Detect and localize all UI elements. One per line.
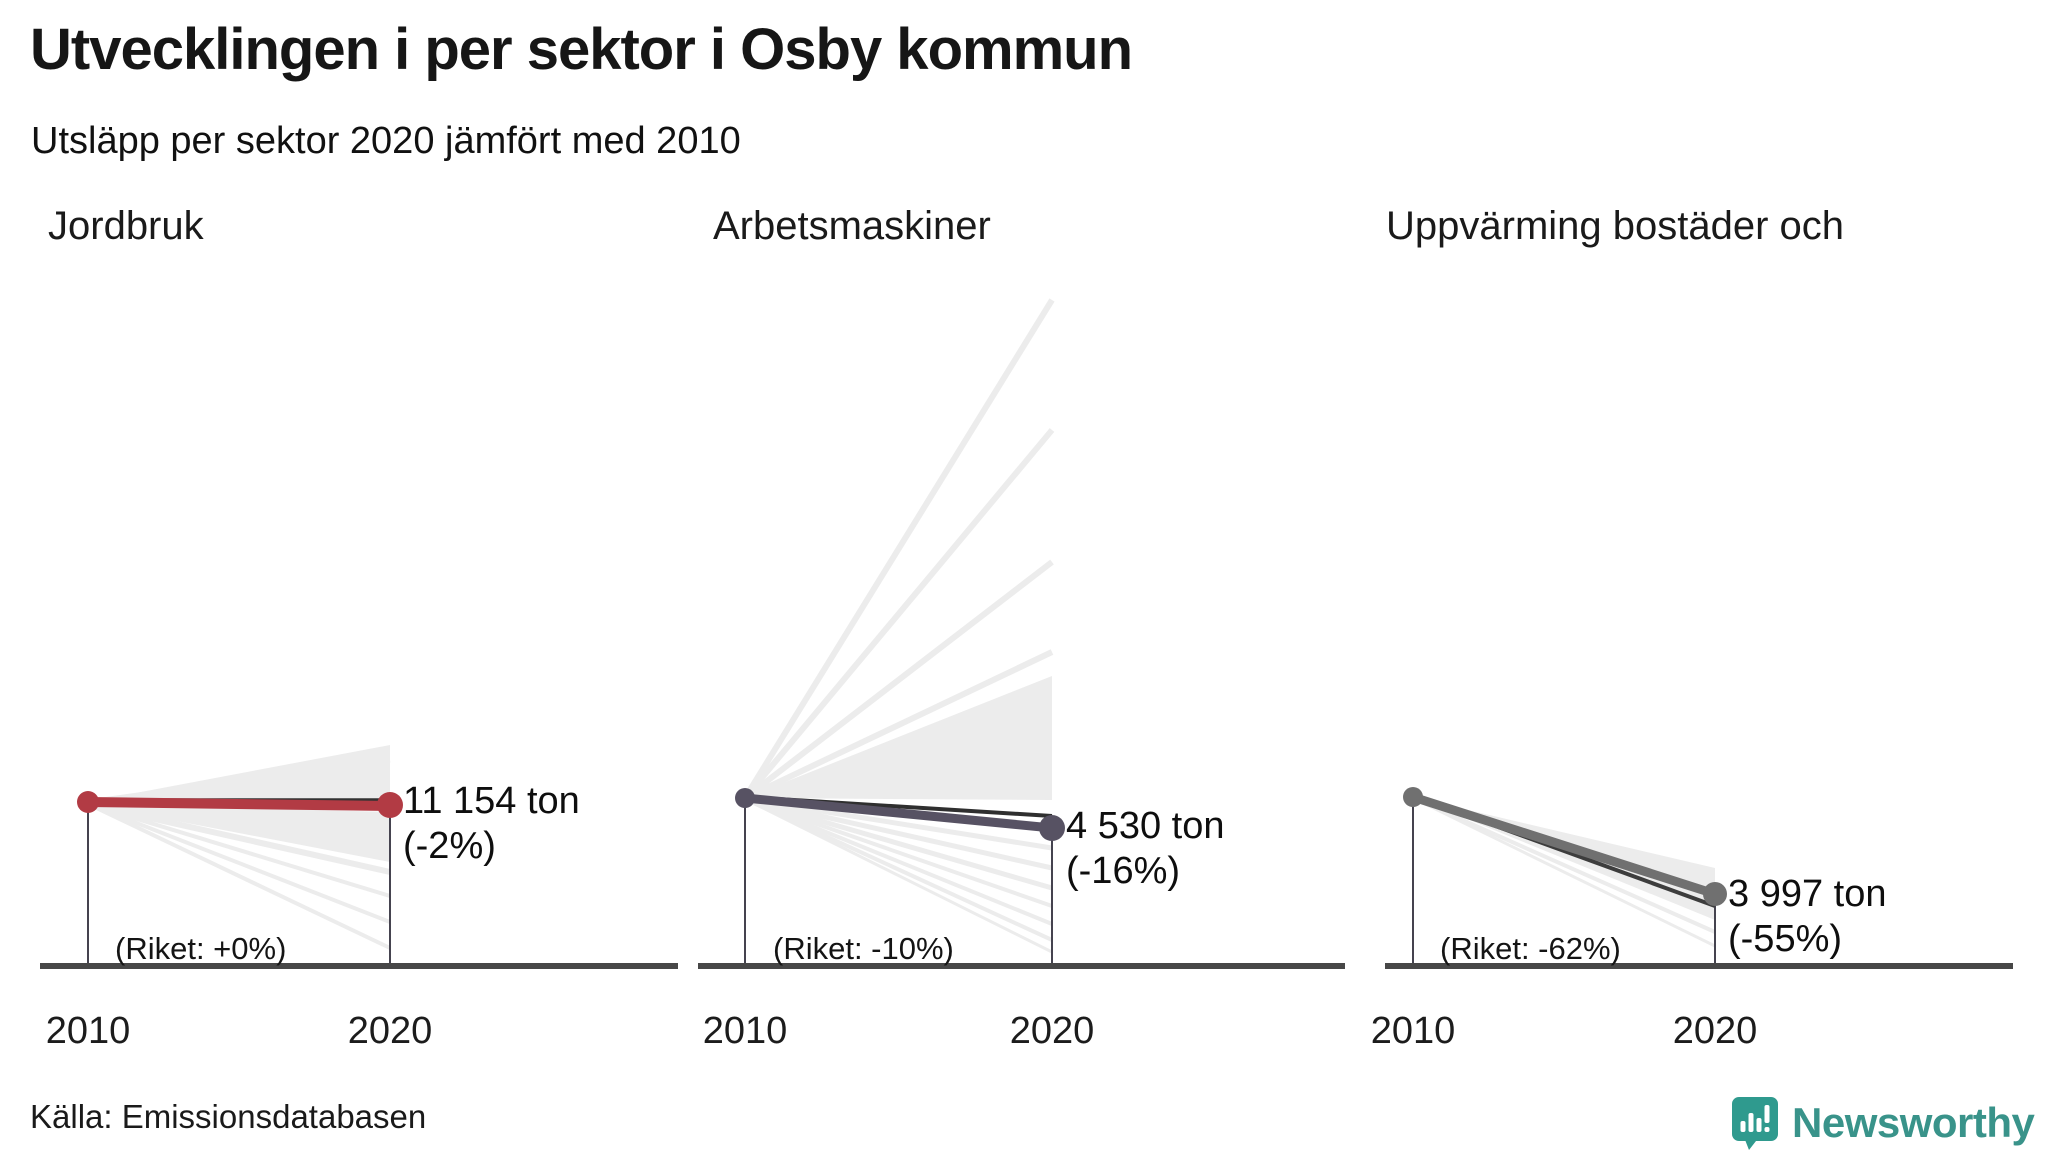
x-tick-2010: 2010 xyxy=(702,1010,788,1052)
value-label-arbetsmaskiner: 4 530 ton (-16%) xyxy=(1066,804,1224,894)
value-2020: 4 530 ton xyxy=(1066,805,1225,847)
panel-title-arbetsmaskiner: Arbetsmaskiner xyxy=(713,204,991,248)
panel2-graphics xyxy=(698,298,1345,969)
newsworthy-logo-text: Newsworthy xyxy=(1792,1099,2035,1146)
panel-title-jordbruk: Jordbruk xyxy=(48,204,204,248)
panel-title-uppvarming: Uppvärming bostäder och xyxy=(1386,204,1845,248)
riket-label-uppvarming: (Riket: -62%) xyxy=(1440,931,1621,966)
newsworthy-logo-icon xyxy=(1732,1097,1778,1150)
panel3-graphics xyxy=(1385,787,2013,969)
change-pct: (-55%) xyxy=(1728,918,1843,960)
value-2020: 3 997 ton xyxy=(1728,873,1887,915)
value-label-jordbruk: 11 154 ton (-2%) xyxy=(403,779,580,869)
value-2020: 11 154 ton xyxy=(403,780,580,822)
change-pct: (-2%) xyxy=(403,825,496,867)
newsworthy-logo: Newsworthy xyxy=(1730,1094,2035,1152)
x-tick-2020: 2020 xyxy=(1672,1010,1758,1052)
riket-label-arbetsmaskiner: (Riket: -10%) xyxy=(773,931,954,966)
chart-title: Utvecklingen i per sektor i Osby kommun xyxy=(30,17,1133,82)
chart-subtitle: Utsläpp per sektor 2020 jämfört med 2010 xyxy=(31,120,741,162)
source-note: Källa: Emissionsdatabasen xyxy=(30,1098,427,1135)
change-pct: (-16%) xyxy=(1066,850,1181,892)
panel1-graphics xyxy=(40,745,678,969)
value-label-uppvarming: 3 997 ton (-55%) xyxy=(1728,872,1886,962)
x-tick-2010: 2010 xyxy=(1370,1010,1456,1052)
x-tick-2020: 2020 xyxy=(347,1010,433,1052)
riket-label-jordbruk: (Riket: +0%) xyxy=(115,931,287,966)
x-tick-2010: 2010 xyxy=(45,1010,131,1052)
x-tick-2020: 2020 xyxy=(1009,1010,1095,1052)
